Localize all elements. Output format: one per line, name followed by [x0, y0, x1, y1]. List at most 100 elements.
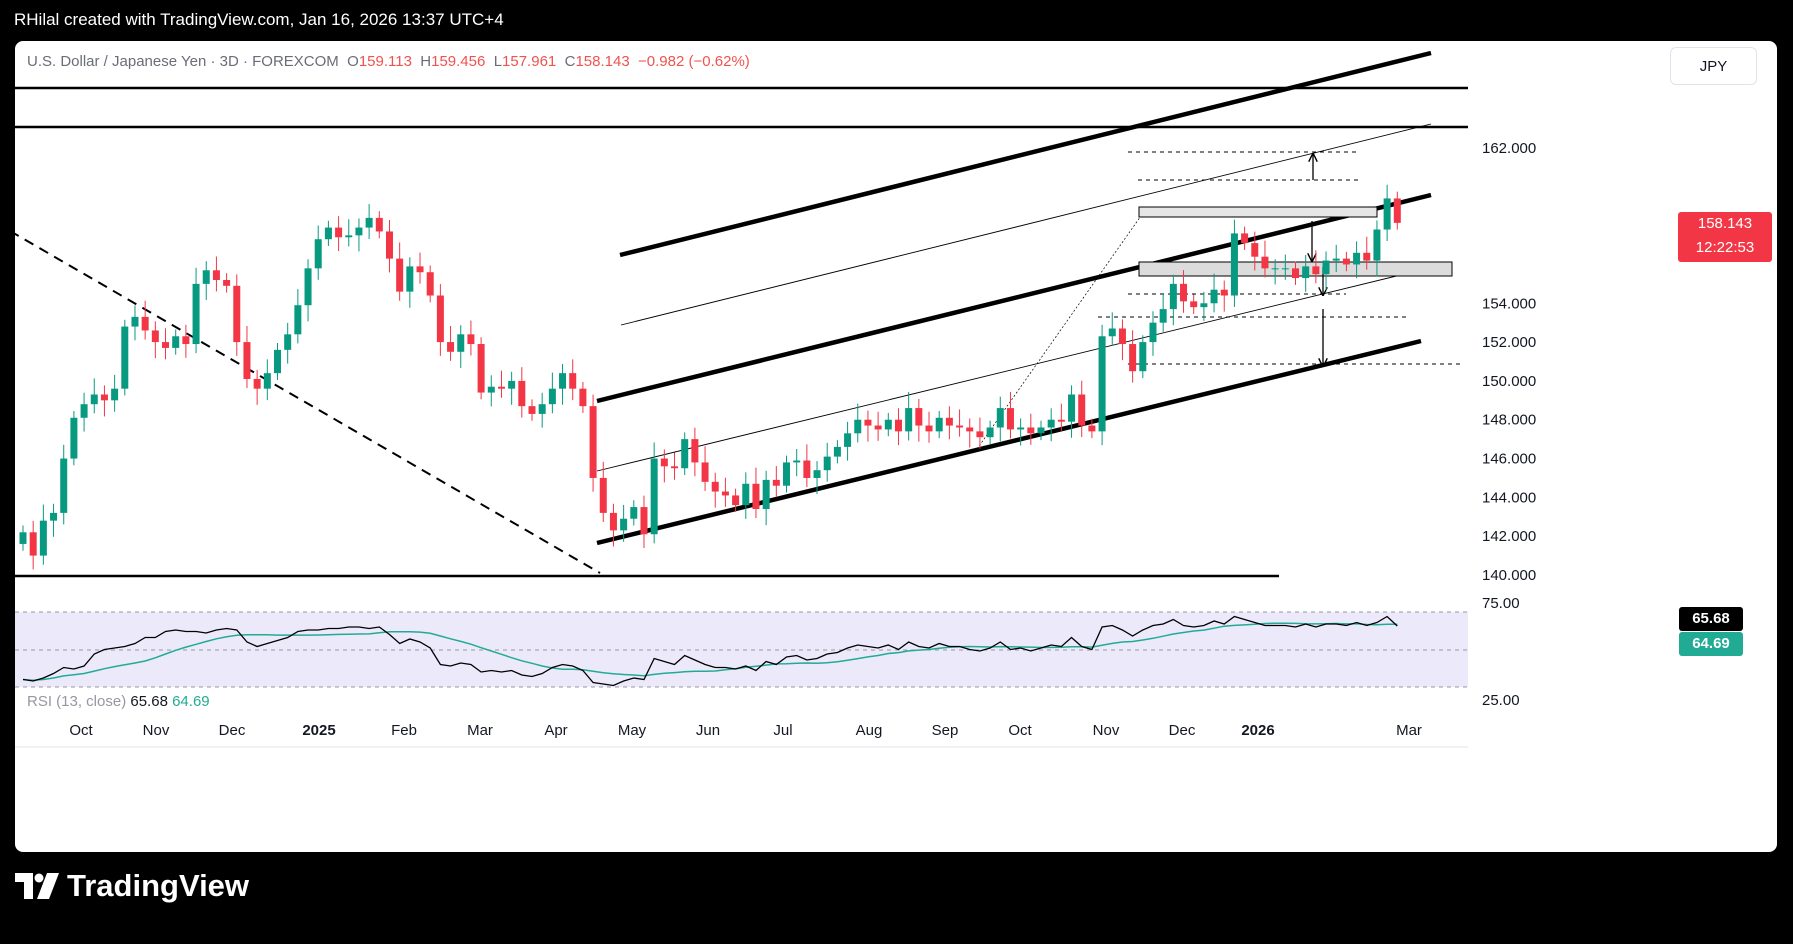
candle[interactable]	[182, 324, 190, 358]
candle[interactable]	[579, 381, 587, 413]
candle[interactable]	[447, 325, 455, 361]
candle[interactable]	[864, 410, 872, 442]
candle[interactable]	[732, 488, 740, 512]
candle[interactable]	[1047, 408, 1055, 442]
candle[interactable]	[701, 446, 709, 491]
candle[interactable]	[1200, 291, 1208, 321]
candle[interactable]	[284, 322, 292, 364]
candle[interactable]	[681, 432, 689, 476]
candle[interactable]	[833, 440, 841, 464]
currency-button[interactable]: JPY	[1670, 47, 1757, 85]
candle[interactable]	[884, 412, 892, 437]
candle[interactable]	[1139, 335, 1147, 378]
candle[interactable]	[467, 320, 475, 356]
candle[interactable]	[90, 378, 98, 414]
candle[interactable]	[1322, 251, 1330, 291]
candle[interactable]	[1261, 240, 1269, 278]
dotted-projection-line[interactable]	[976, 212, 1144, 450]
candle[interactable]	[1342, 251, 1350, 272]
candle[interactable]	[223, 273, 231, 293]
candle[interactable]	[324, 220, 332, 247]
candle[interactable]	[894, 408, 902, 446]
candle[interactable]	[294, 289, 302, 344]
candle[interactable]	[783, 455, 790, 493]
candle[interactable]	[620, 504, 628, 542]
candle[interactable]	[19, 525, 27, 551]
rsi-legend[interactable]: RSI (13, close) 65.68 64.69	[27, 693, 210, 710]
candle[interactable]	[243, 325, 251, 389]
candle[interactable]	[80, 392, 88, 432]
candle[interactable]	[29, 520, 37, 570]
candle[interactable]	[935, 410, 943, 439]
candle[interactable]	[1302, 254, 1310, 292]
symbol-legend[interactable]: U.S. Dollar / Japanese Yen · 3D · FOREXC…	[27, 53, 750, 70]
candle[interactable]	[335, 216, 343, 252]
candle[interactable]	[1149, 311, 1157, 356]
candle[interactable]	[1108, 312, 1116, 346]
candle[interactable]	[1220, 280, 1228, 312]
candle[interactable]	[1332, 244, 1340, 273]
candle[interactable]	[457, 325, 465, 368]
candle[interactable]	[976, 417, 984, 449]
candle[interactable]	[385, 220, 393, 273]
candle[interactable]	[1230, 219, 1238, 307]
candle[interactable]	[609, 503, 617, 547]
candle[interactable]	[345, 219, 353, 247]
candle[interactable]	[1363, 236, 1371, 270]
resistance-zone[interactable]	[1138, 206, 1378, 218]
candle[interactable]	[599, 461, 607, 523]
candle[interactable]	[1251, 231, 1259, 271]
candle[interactable]	[660, 449, 668, 483]
candle[interactable]	[1129, 330, 1137, 383]
candle[interactable]	[518, 367, 526, 418]
candle[interactable]	[1027, 413, 1035, 445]
candle[interactable]	[538, 392, 546, 428]
candle[interactable]	[70, 410, 78, 466]
candle[interactable]	[1383, 184, 1391, 241]
candle[interactable]	[263, 359, 271, 401]
candle[interactable]	[121, 319, 129, 396]
candle[interactable]	[365, 204, 373, 240]
candle[interactable]	[192, 267, 200, 354]
candle[interactable]	[50, 503, 58, 537]
candle[interactable]	[966, 418, 974, 448]
candle[interactable]	[711, 472, 719, 508]
candle[interactable]	[1057, 403, 1065, 431]
candle[interactable]	[162, 328, 170, 360]
candle[interactable]	[1037, 420, 1045, 441]
price-chart[interactable]: 162.000 154.000 152.000 150.000 148.000 146.0…	[15, 41, 1777, 852]
candle[interactable]	[752, 467, 760, 519]
candle[interactable]	[528, 399, 536, 421]
candle[interactable]	[1118, 319, 1126, 361]
candle[interactable]	[559, 364, 567, 405]
candle[interactable]	[60, 444, 68, 525]
candle[interactable]	[1210, 273, 1218, 313]
candle[interactable]	[39, 504, 47, 565]
candle[interactable]	[945, 406, 953, 440]
candle[interactable]	[406, 257, 414, 308]
dashed-downtrend-line[interactable]	[15, 231, 601, 574]
candle[interactable]	[742, 472, 750, 519]
candle[interactable]	[762, 470, 770, 526]
candle[interactable]	[772, 466, 780, 498]
candle[interactable]	[671, 452, 679, 480]
candle[interactable]	[1312, 250, 1320, 284]
candle[interactable]	[569, 359, 577, 401]
candle[interactable]	[1017, 418, 1025, 446]
candle[interactable]	[253, 369, 261, 405]
candle[interactable]	[925, 411, 933, 443]
candle[interactable]	[1078, 380, 1086, 438]
candle[interactable]	[823, 442, 831, 482]
candle[interactable]	[1271, 259, 1279, 285]
candle[interactable]	[508, 371, 516, 405]
thin-channel-line-upper[interactable]	[620, 123, 1432, 326]
candle[interactable]	[1088, 418, 1096, 439]
candle[interactable]	[1006, 391, 1014, 439]
candle[interactable]	[141, 300, 149, 340]
candle[interactable]	[640, 495, 648, 549]
candle[interactable]	[813, 461, 821, 495]
candle[interactable]	[151, 321, 159, 359]
candle[interactable]	[304, 259, 312, 322]
candle[interactable]	[854, 403, 862, 443]
candle[interactable]	[1393, 191, 1401, 230]
